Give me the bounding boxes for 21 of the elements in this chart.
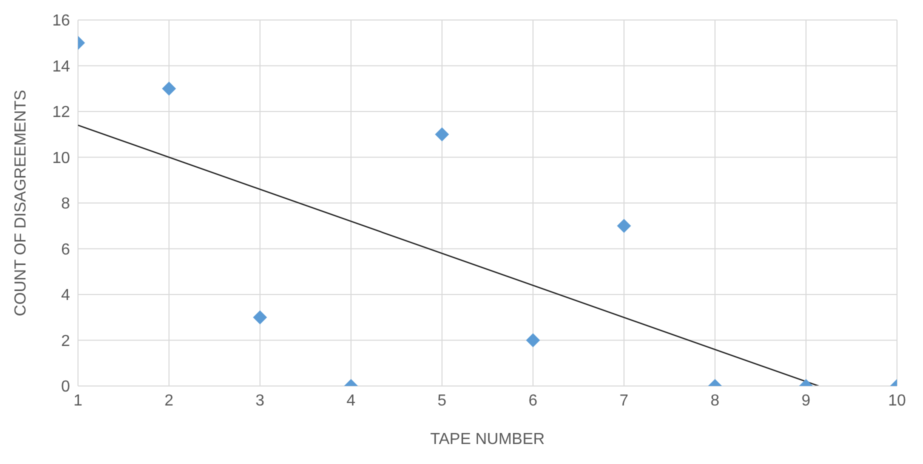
x-axis-title: TAPE NUMBER bbox=[430, 431, 545, 448]
x-tick-label: 3 bbox=[256, 392, 265, 410]
y-tick-label: 6 bbox=[61, 241, 70, 258]
y-tick-label: 16 bbox=[52, 12, 70, 30]
x-tick-label: 6 bbox=[528, 392, 538, 410]
x-tick-label: 10 bbox=[888, 392, 906, 410]
x-tick-label: 4 bbox=[346, 392, 356, 410]
x-tick-label: 8 bbox=[710, 392, 720, 410]
y-tick-label: 8 bbox=[61, 196, 70, 213]
y-tick-label: 2 bbox=[61, 332, 70, 350]
y-tick-label: 12 bbox=[52, 104, 70, 122]
y-tick-label: 14 bbox=[52, 58, 70, 76]
y-axis-title: COUNT OF DISAGREEMENTS bbox=[12, 90, 30, 316]
x-tick-label: 7 bbox=[620, 392, 629, 410]
y-tick-label: 10 bbox=[52, 150, 70, 167]
x-tick-label: 9 bbox=[802, 392, 811, 410]
x-tick-label: 5 bbox=[438, 392, 447, 410]
x-tick-label: 1 bbox=[74, 392, 83, 410]
x-tick-label: 2 bbox=[164, 392, 174, 410]
y-tick-label: 0 bbox=[61, 378, 70, 396]
y-tick-label: 4 bbox=[61, 287, 70, 304]
